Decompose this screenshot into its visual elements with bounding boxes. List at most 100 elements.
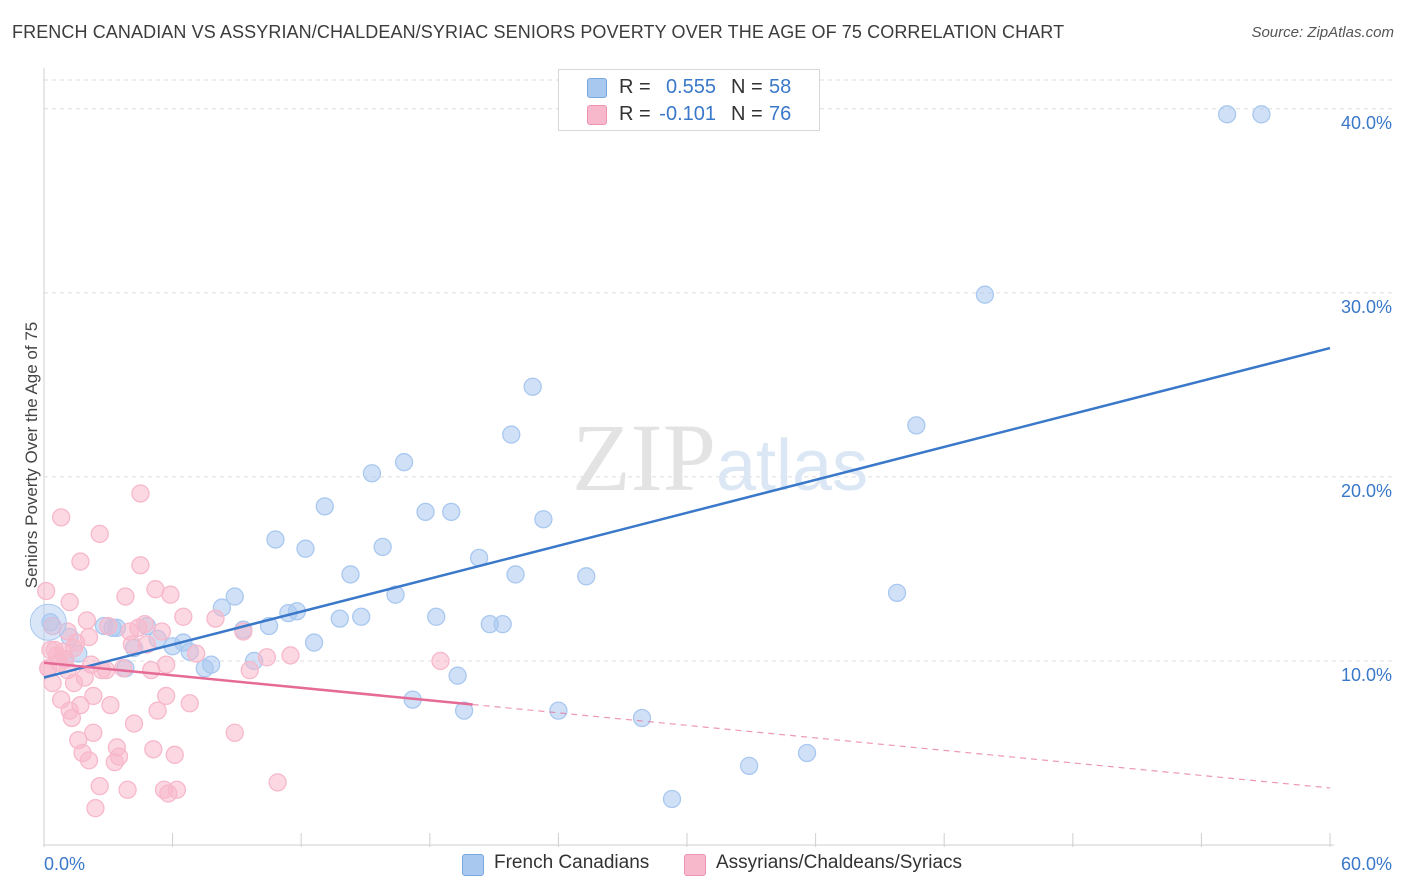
point-assyrians	[116, 587, 135, 606]
point-french-canadians	[416, 502, 435, 522]
point-assyrians	[240, 661, 259, 680]
point-french-canadians-cluster	[29, 603, 67, 641]
legend-r-label: R =	[619, 76, 651, 98]
x-tick-labels: 0.0% 60.0%	[44, 854, 1392, 874]
y-axis-label: Seniors Poverty Over the Age of 75	[22, 321, 41, 589]
legend-n-label: N =	[731, 103, 763, 125]
point-french-canadians	[534, 510, 553, 529]
point-french-canadians	[549, 701, 568, 720]
point-assyrians	[60, 592, 79, 612]
point-french-canadians	[502, 425, 521, 444]
point-assyrians	[174, 607, 193, 626]
gridlines	[44, 79, 1392, 662]
point-assyrians	[71, 695, 90, 715]
watermark: ZIPatlas	[572, 404, 868, 511]
point-assyrians	[281, 646, 300, 665]
y-tick-label: 10.0%	[1341, 665, 1392, 685]
legend-r-label: R =	[619, 103, 651, 125]
point-assyrians	[180, 694, 199, 713]
x-tick-label-max: 60.0%	[1341, 854, 1392, 874]
point-assyrians	[144, 740, 163, 759]
legend-r-value: 0.555	[665, 76, 716, 98]
point-assyrians	[161, 585, 180, 604]
point-french-canadians	[506, 565, 525, 584]
trend-lines	[43, 346, 1331, 789]
axes	[43, 68, 1334, 847]
point-french-canadians	[1252, 105, 1271, 124]
legend-row-french-canadians: R = 0.555 N = 58	[559, 74, 819, 100]
point-french-canadians	[632, 708, 652, 728]
data-points	[29, 105, 1271, 818]
point-french-canadians	[330, 609, 349, 628]
trend-line-assyrians-solid	[43, 661, 473, 706]
legend-swatch-blue	[462, 854, 484, 876]
point-french-canadians	[442, 502, 461, 522]
point-assyrians	[118, 780, 137, 799]
point-assyrians	[90, 524, 109, 544]
y-tick-label: 40.0%	[1341, 113, 1392, 133]
legend-row-assyrians: R = -0.101 N = 76	[559, 101, 819, 127]
point-assyrians	[157, 655, 176, 674]
correlation-legend: R = 0.555 N = 58 R = -0.101 N = 76	[558, 69, 820, 131]
point-french-canadians	[202, 655, 221, 674]
point-french-canadians	[362, 464, 382, 483]
point-french-canadians	[225, 587, 244, 606]
chart-title: FRENCH CANADIAN VS ASSYRIAN/CHALDEAN/SYR…	[12, 22, 1065, 42]
point-assyrians	[268, 773, 287, 792]
point-assyrians	[62, 708, 82, 728]
point-assyrians	[135, 614, 154, 634]
source-attribution: Source: ZipAtlas.com	[1251, 24, 1394, 41]
legend-swatch-blue	[587, 78, 607, 98]
point-french-canadians	[907, 416, 926, 435]
point-french-canadians	[740, 756, 759, 776]
point-assyrians	[131, 556, 150, 575]
point-french-canadians	[887, 583, 907, 603]
point-french-canadians	[373, 537, 392, 556]
point-assyrians	[152, 622, 172, 641]
point-assyrians	[137, 635, 157, 654]
point-assyrians	[109, 747, 129, 766]
point-french-canadians	[454, 701, 474, 720]
point-assyrians	[114, 659, 133, 678]
point-assyrians	[167, 780, 187, 799]
point-assyrians	[101, 695, 120, 715]
trend-line-french-canadians	[43, 346, 1331, 679]
point-assyrians	[71, 552, 90, 571]
point-assyrians	[45, 640, 64, 660]
legend-label: Assyrians/Chaldeans/Syriacs	[716, 852, 963, 873]
point-french-canadians	[577, 567, 596, 586]
trend-line-assyrians-dashed	[472, 703, 1331, 789]
point-assyrians	[431, 651, 450, 671]
legend-n-value: 58	[769, 76, 792, 98]
point-french-canadians	[394, 453, 414, 472]
point-french-canadians	[523, 377, 542, 396]
point-assyrians	[131, 484, 150, 503]
legend-swatch-pink	[684, 854, 706, 876]
point-assyrians	[187, 644, 206, 663]
point-french-canadians	[352, 607, 371, 626]
point-assyrians	[51, 508, 71, 527]
point-assyrians	[77, 611, 97, 630]
watermark-atlas: atlas	[716, 426, 868, 506]
point-french-canadians	[975, 285, 995, 304]
legend-n-label: N =	[731, 76, 763, 98]
point-french-canadians	[341, 565, 360, 584]
point-assyrians	[90, 776, 109, 796]
point-assyrians	[79, 751, 99, 770]
point-assyrians	[99, 616, 118, 636]
legend-swatch-pink	[587, 105, 607, 125]
point-french-canadians	[296, 539, 315, 558]
point-french-canadians	[315, 497, 334, 516]
point-assyrians	[86, 799, 105, 818]
point-french-canadians	[797, 743, 817, 763]
point-assyrians	[124, 714, 144, 733]
x-tick-label-min: 0.0%	[44, 854, 85, 874]
y-tick-labels: 10.0% 20.0% 30.0% 40.0%	[1341, 113, 1392, 685]
point-french-canadians	[427, 607, 446, 626]
point-french-canadians	[304, 633, 324, 652]
point-french-canadians	[1217, 105, 1237, 124]
point-french-canadians	[662, 789, 682, 809]
point-french-canadians	[448, 666, 467, 685]
y-tick-label: 20.0%	[1341, 481, 1392, 501]
point-assyrians	[36, 581, 56, 601]
